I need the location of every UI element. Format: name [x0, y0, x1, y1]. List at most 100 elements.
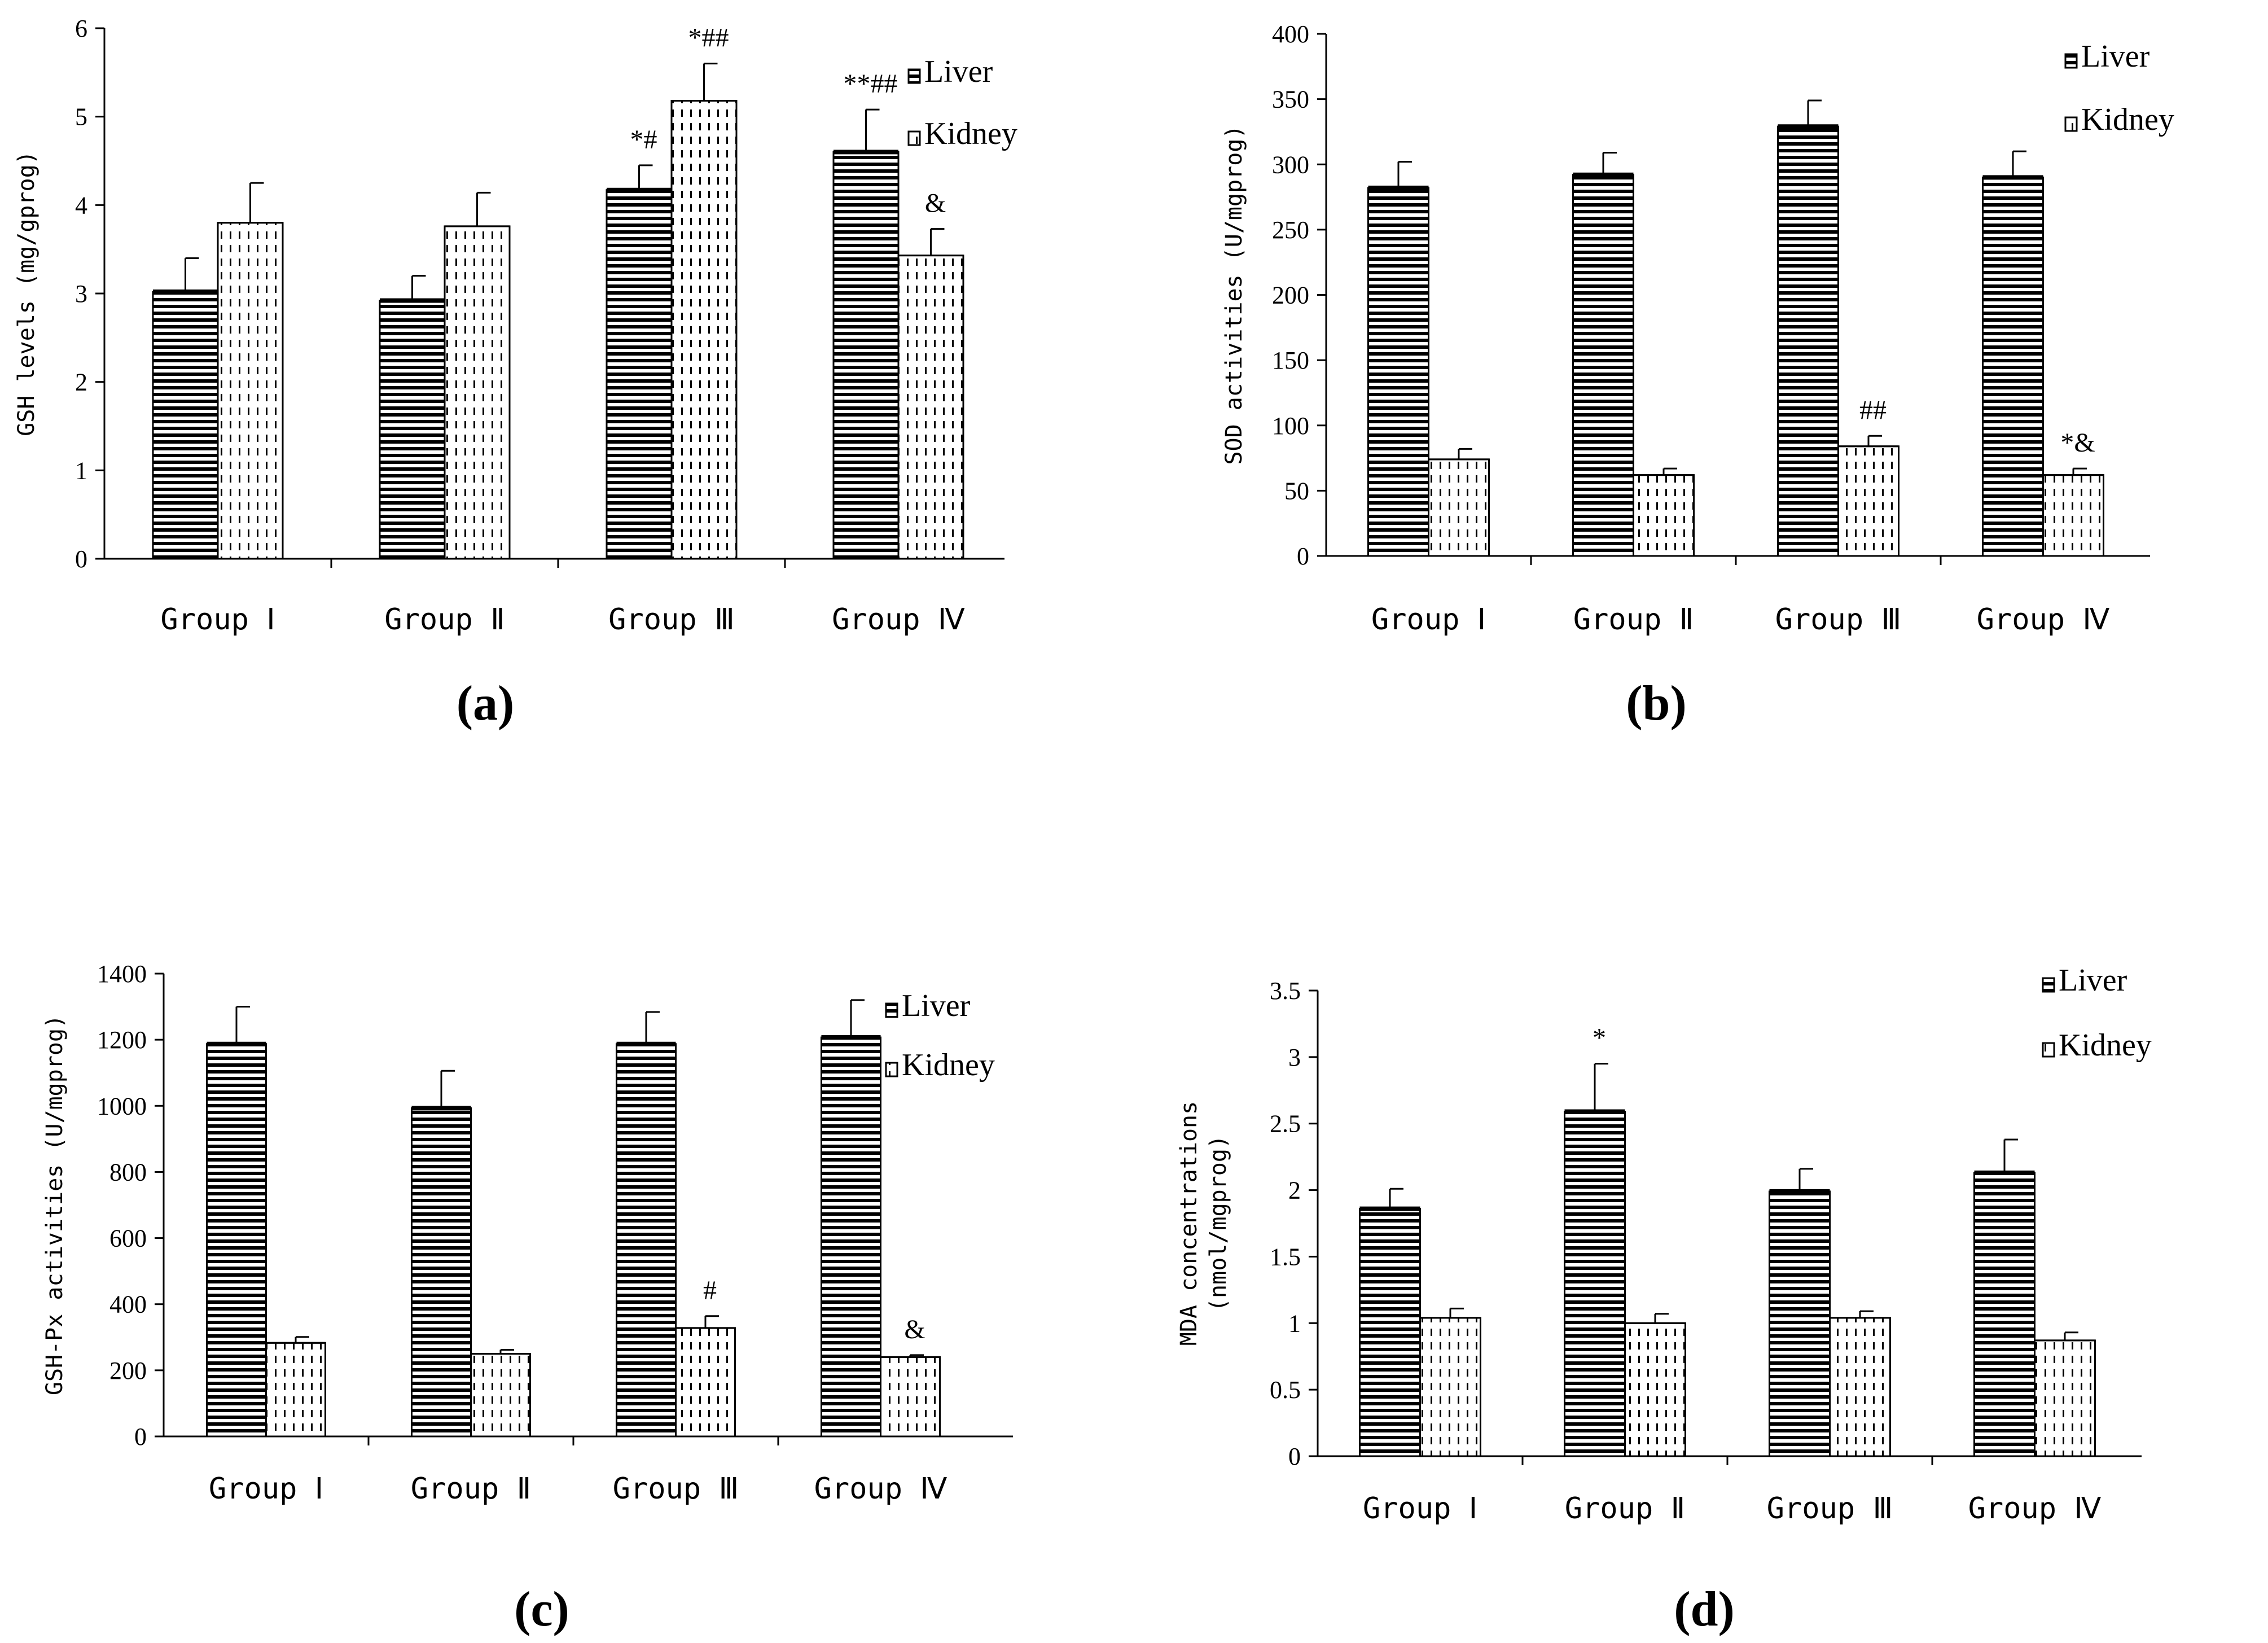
legend-swatch-liver [2042, 977, 2055, 993]
y-tick-label: 5 [75, 103, 87, 131]
y-tick-label: 800 [109, 1158, 147, 1186]
y-tick-label: 1 [1288, 1309, 1301, 1337]
y-axis-title-line: MDA concentrations [1176, 1101, 1202, 1346]
x-category-label: Group Ⅲ [1767, 1492, 1893, 1526]
y-axis-title: SOD activities (U/mgprog) [1221, 125, 1247, 465]
y-tick-label: 0 [1297, 542, 1309, 570]
legend-label: Kidney [2059, 1028, 2152, 1063]
x-category-label: Group Ⅲ [613, 1472, 739, 1506]
legend-label: Liver [2081, 39, 2150, 74]
y-tick-label: 4 [75, 191, 87, 219]
y-axis-title: GSH-Px activities (U/mgprog) [42, 1015, 68, 1395]
significance-marker: # [703, 1276, 717, 1305]
x-category-label: Group Ⅲ [1775, 603, 1902, 637]
y-tick-label: 150 [1272, 347, 1309, 374]
bar-liver [616, 1043, 677, 1438]
panel-label-d: (d) [1674, 1582, 1735, 1637]
bar-kidney [444, 225, 511, 560]
legend-swatch-kidney [2064, 116, 2078, 132]
significance-marker: ## [1859, 395, 1887, 425]
y-tick-label: 400 [1272, 20, 1309, 48]
y-tick-label: 1400 [97, 960, 147, 988]
bar-liver [1564, 1111, 1626, 1457]
bar-kidney [1428, 458, 1490, 557]
y-tick-label: 100 [1272, 412, 1309, 440]
y-tick-label: 2 [1288, 1177, 1301, 1204]
y-tick-label: 3 [75, 280, 87, 308]
x-category-label: Group Ⅱ [384, 603, 505, 637]
legend-swatch-kidney [2042, 1042, 2055, 1058]
legend-label: Kidney [2081, 102, 2174, 137]
chart-panel-b: 0 50 100 150 200 250 300 350 400 SOD activities (… [1221, 20, 2174, 637]
bar-kidney [2034, 1339, 2096, 1457]
x-category-label: Group Ⅳ [1977, 603, 2110, 637]
panel-label-a: (a) [457, 676, 515, 731]
bar-liver [821, 1036, 881, 1438]
legend-swatch-kidney [885, 1062, 898, 1077]
panel-label-c: (c) [514, 1582, 569, 1637]
x-category-label: Group Ⅳ [832, 603, 965, 637]
y-axis-title: GSH levels (mg/gprog) [14, 151, 40, 436]
significance-marker: *# [630, 125, 657, 155]
y-tick-label: 6 [75, 15, 87, 42]
legend-label: Kidney [924, 116, 1017, 151]
y-tick-label: 1.5 [1270, 1243, 1301, 1270]
bar-liver [606, 189, 673, 560]
bar-liver [1777, 125, 1839, 557]
y-tick-label: 200 [1272, 282, 1309, 309]
chart-panel-c: 0 200 400 600 800 1000 1200 1400 GSH-Px activiti… [42, 960, 1013, 1506]
x-category-label: Group Ⅱ [1565, 1492, 1685, 1526]
significance-marker: & [904, 1315, 925, 1344]
y-tick-label: 300 [1272, 151, 1309, 178]
y-tick-label: 250 [1272, 216, 1309, 244]
bar-kidney [1829, 1317, 1891, 1457]
y-tick-label: 0.5 [1270, 1376, 1301, 1404]
bar-kidney [470, 1353, 531, 1438]
significance-marker: & [925, 189, 946, 218]
bar-liver [832, 151, 900, 560]
bar-liver [1769, 1190, 1831, 1457]
bar-kidney [217, 222, 284, 560]
bar-kidney [880, 1356, 941, 1438]
legend-label: Kidney [902, 1048, 995, 1083]
y-tick-label: 600 [109, 1225, 147, 1252]
x-category-label: Group Ⅰ [209, 1472, 323, 1506]
chart-panel-d: 0 0.5 1 1.5 2 2.5 3 3.5 MDA concentrations (nmol/… [1176, 963, 2152, 1526]
y-tick-label: 1000 [97, 1092, 147, 1120]
chart-panel-a: 0 1 2 3 4 5 6 GSH levels (mg/gprog) Group Ⅰ Group… [14, 15, 1017, 637]
y-tick-label: 0 [75, 545, 87, 573]
legend-swatch-liver [907, 68, 921, 84]
bar-kidney [265, 1342, 326, 1438]
bar-kidney [897, 255, 964, 560]
y-axis-title-line: (nmol/mgprog) [1205, 1135, 1231, 1312]
bar-liver [1367, 187, 1429, 557]
legend-swatch-kidney [907, 130, 921, 146]
y-tick-label: 2 [75, 369, 87, 396]
x-category-label: Group Ⅰ [160, 603, 275, 637]
x-category-label: Group Ⅱ [411, 1472, 531, 1506]
bar-liver [1572, 174, 1634, 557]
bar-liver [1982, 176, 2044, 557]
bar-kidney [1837, 445, 1899, 557]
legend-label: Liver [902, 988, 971, 1023]
y-tick-label: 50 [1284, 477, 1309, 505]
bar-liver [152, 291, 219, 560]
y-tick-label: 200 [109, 1357, 147, 1384]
bar-liver [1359, 1208, 1421, 1457]
bar-liver [206, 1043, 267, 1438]
significance-marker: *## [688, 23, 729, 53]
y-tick-label: 1 [75, 457, 87, 484]
legend-swatch-liver [885, 1002, 898, 1018]
y-tick-label: 1200 [97, 1026, 147, 1054]
y-tick-label: 400 [109, 1291, 147, 1318]
significance-marker: **## [844, 69, 898, 99]
bar-kidney [1419, 1317, 1481, 1457]
y-tick-label: 0 [134, 1423, 147, 1451]
legend-swatch-liver [2064, 53, 2078, 69]
y-tick-label: 350 [1272, 86, 1309, 113]
bar-kidney [2042, 474, 2104, 557]
legend-label: Liver [2059, 963, 2127, 998]
y-tick-label: 2.5 [1270, 1110, 1301, 1138]
bar-liver [1973, 1172, 2036, 1457]
